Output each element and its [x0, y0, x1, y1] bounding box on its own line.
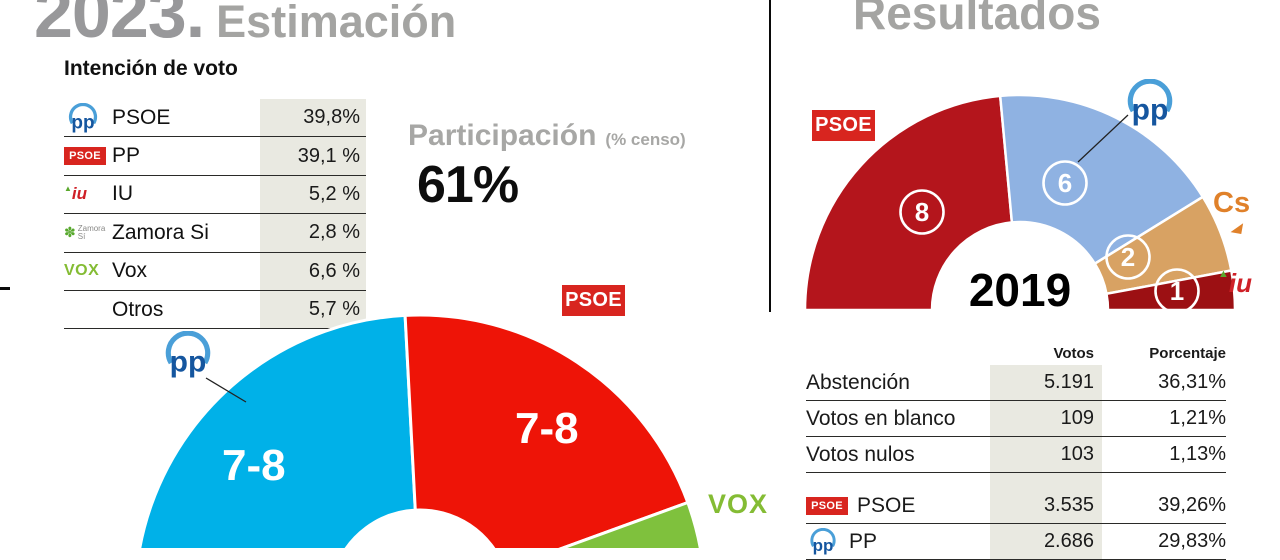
vote-share-value: 39,1 %	[260, 137, 366, 175]
svg-text:pp: pp	[71, 112, 94, 132]
table-row: Abstención 5.191 36,31%	[806, 365, 1226, 401]
year-center-label: 2019	[968, 264, 1072, 316]
votes-column-header: Votos	[1053, 345, 1094, 362]
table-spacer	[806, 473, 1226, 488]
row-label: PSOE	[857, 493, 916, 517]
psoe-2019-segment	[803, 94, 1014, 312]
votes-value: 3.535	[990, 488, 1102, 523]
psoe-chart-tag: PSOE	[562, 285, 625, 316]
iu-logo-icon: ▲iu	[1218, 268, 1252, 298]
table-row: ✽ Zamora Sí Zamora Si 2,8 %	[64, 214, 366, 253]
vote-intention-table: pp PSOE 39,8% PSOE PP 39,1 % ▲iu IU 5,2 …	[64, 99, 366, 330]
psoe-logo-icon: PSOE	[64, 147, 112, 166]
table-row: Otros 5,7 %	[64, 290, 366, 330]
percentage-value: 36,31%	[1158, 371, 1226, 393]
pp-seats-label: 7-8	[222, 441, 286, 490]
row-label: Abstención	[806, 370, 910, 394]
seat-count-badge: 8	[899, 189, 945, 235]
svg-text:pp: pp	[1132, 93, 1169, 126]
svg-text:6: 6	[1058, 168, 1072, 198]
iu-2019-segment	[1105, 269, 1237, 312]
psoe-logo-icon: PSOE	[64, 147, 106, 166]
section-divider	[769, 0, 771, 312]
votes-value: 2.686	[990, 524, 1102, 559]
percentage-column-header: Porcentaje	[1149, 345, 1226, 362]
pp-2019-segment	[998, 93, 1205, 266]
pp-logo-icon: pp	[158, 331, 218, 378]
party-name: PSOE	[112, 105, 171, 129]
svg-text:2: 2	[1121, 242, 1135, 272]
row-label: PP	[849, 529, 878, 553]
vox-segment	[558, 500, 702, 548]
title-year: 2023.	[34, 0, 205, 52]
vox-logo-icon: VOX	[64, 262, 100, 280]
table-row: PSOE PP 39,1 %	[64, 137, 366, 176]
svg-text:pp: pp	[170, 345, 207, 378]
flower-icon: ✽	[64, 224, 76, 241]
votes-value: 5.191	[990, 365, 1102, 400]
vote-intention-heading: Intención de voto	[64, 57, 238, 80]
zamora-si-logo-icon: ✽ Zamora Sí	[64, 223, 106, 241]
psoe-seats-label: 7-8	[515, 404, 579, 453]
table-header: Votos Porcentaje	[806, 336, 1226, 365]
results-table: Votos Porcentaje Abstención 5.191 36,31%…	[806, 336, 1226, 560]
party-name: IU	[112, 182, 133, 206]
estimation-title: 2023. Estimación	[34, 0, 456, 53]
svg-text:pp: pp	[813, 536, 834, 555]
estimation-donut-chart	[138, 313, 702, 548]
row-label: Votos nulos	[806, 442, 915, 466]
results-donut-chart: 8 6 2 1	[803, 93, 1237, 314]
table-row: ▲iu IU 5,2 %	[64, 175, 366, 215]
table-row: pp PSOE 39,8%	[64, 99, 366, 138]
table-row: Votos en blanco 109 1,21%	[806, 401, 1226, 437]
party-name: Otros	[112, 297, 164, 321]
vote-share-value: 6,6 %	[260, 252, 366, 290]
table-row: pp PP 2.686 29,83%	[806, 524, 1226, 560]
pp-logo-icon: pp	[810, 528, 836, 555]
vote-share-value: 5,7 %	[260, 290, 366, 329]
table-row: Votos nulos 103 1,13%	[806, 437, 1226, 473]
participation-label: Participación (% censo)	[408, 119, 686, 152]
percentage-value: 29,83%	[1158, 530, 1226, 552]
cropped-edge-fragment	[0, 287, 10, 290]
percentage-value: 39,26%	[1158, 494, 1226, 516]
party-name: Zamora Si	[112, 220, 209, 244]
svg-text:8: 8	[915, 197, 929, 227]
vote-share-value: 2,8 %	[260, 214, 366, 252]
percentage-value: 1,13%	[1169, 443, 1226, 465]
pp-logo-icon: pp	[1120, 79, 1180, 126]
seat-count-badge: 6	[1042, 160, 1088, 206]
votes-value: 109	[990, 401, 1102, 436]
participation-value: 61%	[417, 156, 519, 214]
pp-leader-line	[1077, 114, 1129, 163]
row-label: Votos en blanco	[806, 406, 956, 430]
vote-share-value: 39,8%	[260, 99, 366, 137]
cs-arrow-icon: ◢	[1230, 218, 1244, 236]
party-name: Vox	[112, 259, 148, 283]
party-name: PP	[112, 144, 141, 168]
table-row: VOX Vox 6,6 %	[64, 252, 366, 291]
participation-unit: (% censo)	[605, 130, 686, 149]
pp-logo-icon: pp	[68, 102, 98, 133]
title-word: Estimación	[216, 0, 457, 47]
seat-count-badge: 2	[1105, 234, 1151, 280]
results-title: Resultados	[853, 0, 1101, 39]
pp-segment	[138, 313, 417, 548]
vox-logo-label: VOX	[708, 489, 769, 519]
table-row: PSOE PSOE 3.535 39,26%	[806, 488, 1226, 524]
svg-text:1: 1	[1170, 276, 1184, 306]
psoe-logo-icon: PSOE	[806, 496, 848, 515]
pp-leader-line	[205, 377, 247, 403]
psoe-chart-tag: PSOE	[812, 110, 875, 141]
psoe-segment	[403, 313, 690, 548]
votes-value: 103	[990, 437, 1102, 472]
seat-count-badge: 1	[1154, 268, 1200, 314]
vote-share-value: 5,2 %	[260, 175, 366, 214]
percentage-value: 1,21%	[1169, 407, 1226, 429]
iu-logo-icon: ▲iu	[64, 184, 88, 204]
pp-logo-icon: pp	[64, 102, 112, 133]
cs-logo-icon: Cs ◢	[1213, 189, 1250, 241]
